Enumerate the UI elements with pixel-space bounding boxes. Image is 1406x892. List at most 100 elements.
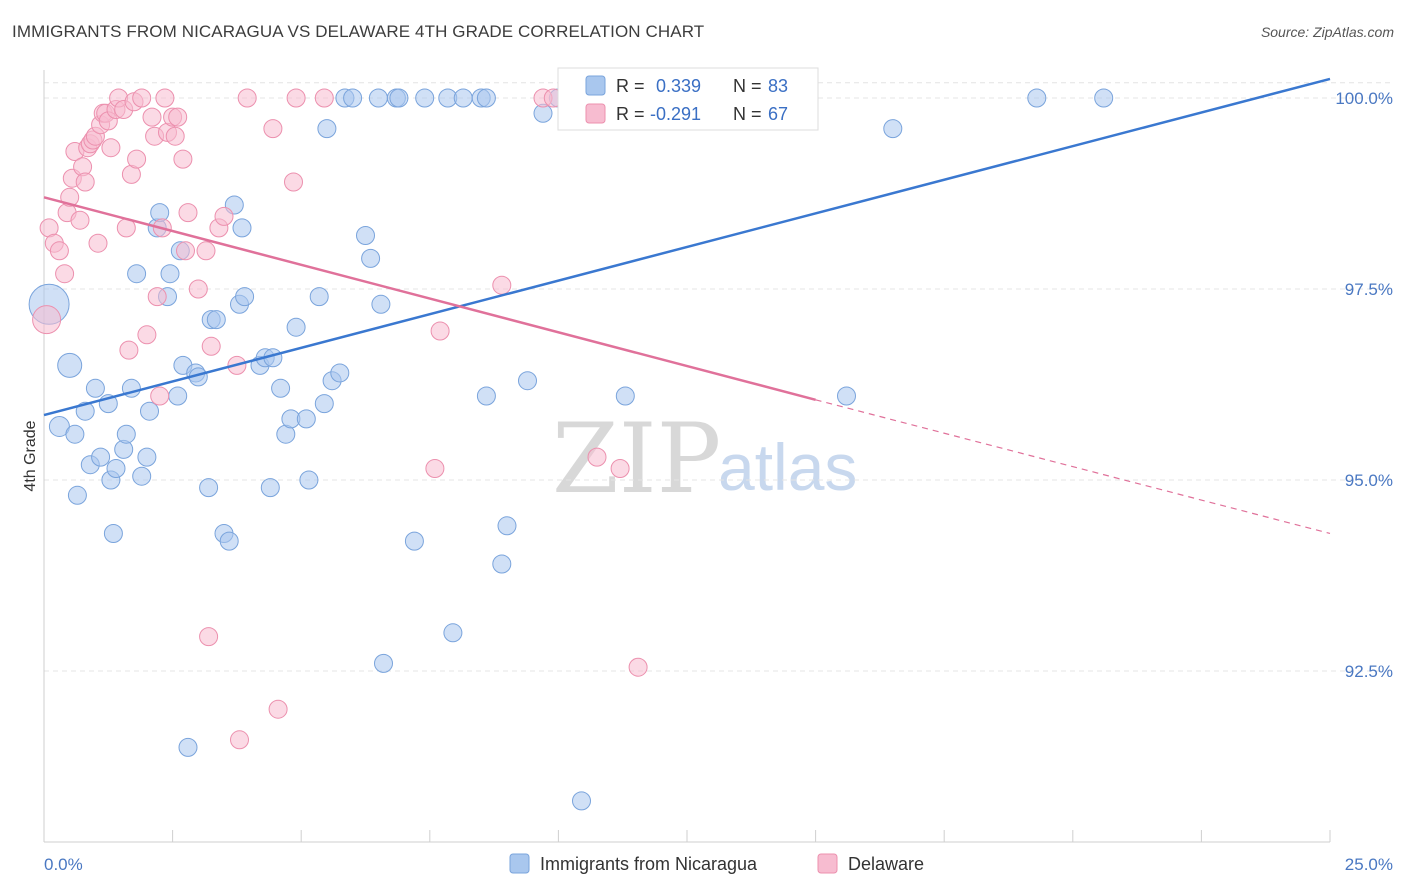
- nicaragua-point-56: [368, 88, 388, 108]
- nicaragua-point-41: [271, 378, 291, 398]
- bottom-legend-swatch-nicaragua: [509, 853, 530, 874]
- x-ticks: [43, 830, 1331, 842]
- delaware-point-56: [286, 88, 306, 108]
- nicaragua-point-35: [232, 218, 252, 238]
- delaware-point-64: [587, 447, 607, 467]
- legend-swatch-delaware: [585, 103, 606, 124]
- delaware-point-54: [263, 119, 283, 139]
- delaware-point-35: [150, 386, 170, 406]
- nicaragua-point-36: [235, 287, 255, 307]
- delaware-point-43: [176, 241, 195, 261]
- y-axis-title: 4th Grade: [22, 420, 39, 491]
- legend-n-label-2: N =: [733, 104, 762, 124]
- y-tick-label-0: 100.0%: [1335, 89, 1393, 108]
- nicaragua-point-71: [518, 371, 537, 391]
- nicaragua-point-65: [453, 88, 473, 108]
- nicaragua-point-57: [371, 294, 391, 314]
- delaware-point-65: [610, 459, 630, 478]
- nicaragua-point-44: [286, 317, 306, 337]
- watermark: ZIP atlas: [552, 403, 857, 515]
- nicaragua-point-77: [837, 386, 856, 406]
- delaware-point-3: [49, 241, 69, 261]
- series-legend: Immigrants from Nicaragua Delaware: [509, 853, 924, 874]
- delaware-point-4: [55, 264, 75, 284]
- series-delaware-points: [32, 88, 648, 750]
- source-label: Source: ZipAtlas.com: [1260, 24, 1394, 40]
- trend-lines: [43, 77, 1331, 535]
- nicaragua-point-30: [206, 310, 226, 330]
- nicaragua-point-32: [219, 531, 239, 551]
- legend-r-value-1: 0.339: [656, 76, 701, 96]
- delaware-point-45: [188, 279, 208, 299]
- nicaragua-point-39: [260, 478, 280, 498]
- nicaragua-point-51: [330, 363, 350, 383]
- y-tick-labels: 100.0% 97.5% 95.0% 92.5%: [1335, 89, 1393, 681]
- nicaragua-point-69: [492, 554, 512, 574]
- nicaragua-point-79: [1027, 88, 1047, 108]
- y-tick-label-3: 92.5%: [1345, 662, 1393, 681]
- nicaragua-point-16: [132, 466, 152, 486]
- grid-lines: [44, 82, 1392, 672]
- delaware-point-11: [75, 172, 95, 192]
- delaware-trend-line: [43, 196, 816, 401]
- y-tick-label-1: 97.5%: [1345, 280, 1393, 299]
- delaware-point-61: [492, 275, 512, 295]
- nicaragua-point-62: [415, 88, 435, 108]
- nicaragua-point-78: [883, 119, 903, 139]
- nicaragua-point-55: [361, 248, 381, 268]
- nicaragua-point-10: [67, 485, 87, 505]
- nicaragua-point-45: [296, 409, 316, 429]
- delaware-point-37: [155, 88, 175, 108]
- delaware-point-57: [284, 172, 303, 192]
- delaware-point-9: [70, 210, 90, 230]
- legend-r-label-2: R =: [616, 104, 645, 124]
- nicaragua-point-28: [199, 478, 219, 498]
- delaware-point-66: [628, 657, 648, 677]
- delaware-point-52: [230, 730, 249, 750]
- legend-n-label-1: N =: [733, 76, 762, 96]
- delaware-point-21: [101, 138, 121, 158]
- delaware-trend-line-extension: [815, 399, 1331, 535]
- nicaragua-point-49: [317, 119, 337, 139]
- legend-swatch-nicaragua: [585, 75, 606, 96]
- delaware-point-59: [425, 459, 445, 478]
- delaware-point-48: [201, 336, 221, 356]
- nicaragua-point-58: [374, 653, 393, 673]
- nicaragua-point-23: [168, 386, 188, 406]
- delaware-point-30: [132, 88, 152, 108]
- nicaragua-point-18: [140, 401, 159, 421]
- legend-n-value-1: 83: [768, 76, 788, 96]
- nicaragua-point-68: [476, 386, 496, 406]
- legend-n-value-2: 67: [768, 104, 788, 124]
- nicaragua-point-60: [389, 88, 409, 108]
- bottom-legend-label-nicaragua: Immigrants from Nicaragua: [540, 854, 758, 874]
- nicaragua-point-11: [103, 524, 123, 543]
- nicaragua-point-17: [137, 447, 157, 467]
- delaware-point-44: [178, 203, 198, 223]
- delaware-point-34: [147, 287, 167, 307]
- bottom-legend-swatch-delaware: [817, 853, 838, 874]
- nicaragua-point-47: [309, 287, 329, 307]
- nicaragua-point-67: [476, 88, 496, 108]
- nicaragua-point-61: [404, 531, 424, 551]
- legend-r-label-1: R =: [616, 76, 645, 96]
- x-tick-label-max: 25.0%: [1345, 855, 1393, 874]
- nicaragua-point-53: [343, 88, 363, 108]
- delaware-point-40: [165, 126, 185, 146]
- stats-legend: R = 0.339 N = 83 R = -0.291 N = 67: [557, 67, 819, 131]
- delaware-point-0: [32, 305, 62, 335]
- delaware-point-47: [199, 627, 219, 647]
- delaware-point-29: [127, 149, 147, 169]
- bottom-legend-label-delaware: Delaware: [848, 854, 924, 874]
- nicaragua-point-22: [160, 264, 180, 284]
- nicaragua-point-54: [356, 226, 375, 245]
- nicaragua-point-64: [443, 623, 463, 643]
- nicaragua-point-76: [615, 386, 635, 406]
- delaware-point-26: [119, 340, 139, 360]
- nicaragua-trend-line: [43, 77, 1331, 417]
- y-tick-label-2: 95.0%: [1345, 471, 1393, 490]
- chart-title: IMMIGRANTS FROM NICARAGUA VS DELAWARE 4T…: [12, 22, 705, 41]
- nicaragua-point-5: [65, 424, 85, 444]
- nicaragua-point-13: [116, 424, 136, 444]
